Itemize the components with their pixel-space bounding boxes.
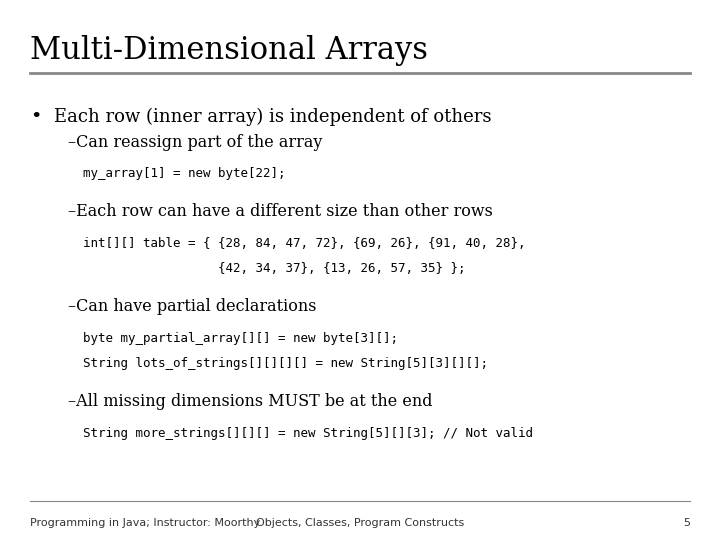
Text: int[][] table = { {28, 84, 47, 72}, {69, 26}, {91, 40, 28},: int[][] table = { {28, 84, 47, 72}, {69,… [83, 237, 526, 249]
Text: Multi-Dimensional Arrays: Multi-Dimensional Arrays [30, 35, 428, 66]
Text: {42, 34, 37}, {13, 26, 57, 35} };: {42, 34, 37}, {13, 26, 57, 35} }; [83, 262, 465, 275]
Text: Each row (inner array) is independent of others: Each row (inner array) is independent of… [54, 108, 492, 126]
Text: String lots_of_strings[][][][] = new String[5][3][][];: String lots_of_strings[][][][] = new Str… [83, 357, 488, 370]
Text: byte my_partial_array[][] = new byte[3][];: byte my_partial_array[][] = new byte[3][… [83, 332, 397, 345]
Text: –Can reassign part of the array: –Can reassign part of the array [68, 134, 323, 151]
Text: 5: 5 [683, 518, 690, 528]
Text: my_array[1] = new byte[22];: my_array[1] = new byte[22]; [83, 167, 285, 180]
Text: –All missing dimensions MUST be at the end: –All missing dimensions MUST be at the e… [68, 393, 433, 410]
Text: –Each row can have a different size than other rows: –Each row can have a different size than… [68, 203, 493, 220]
Text: String more_strings[][][] = new String[5][][3]; // Not valid: String more_strings[][][] = new String[5… [83, 427, 533, 440]
Text: Programming in Java; Instructor: Moorthy: Programming in Java; Instructor: Moorthy [30, 518, 261, 528]
Text: •: • [30, 108, 42, 126]
Text: –Can have partial declarations: –Can have partial declarations [68, 298, 317, 315]
Text: Objects, Classes, Program Constructs: Objects, Classes, Program Constructs [256, 518, 464, 528]
